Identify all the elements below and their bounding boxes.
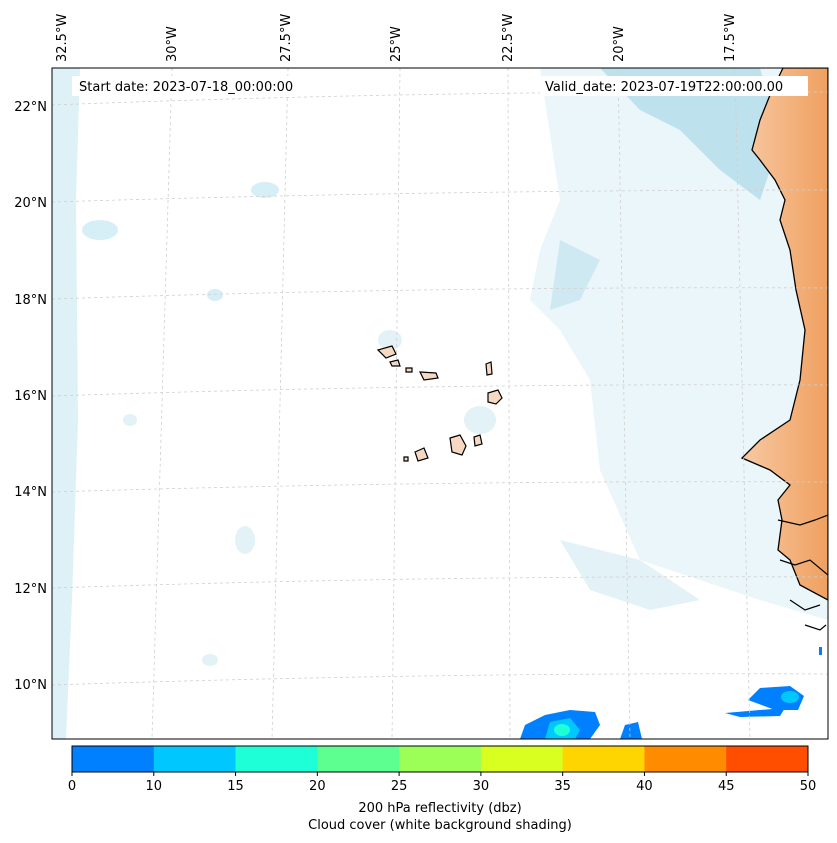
gridlines: [52, 68, 828, 739]
colorbar-segment: [399, 746, 482, 772]
lon-label: 27.5°W: [279, 14, 294, 62]
start-date-box: [72, 76, 314, 96]
colorbar-tick-label: 20: [309, 779, 326, 794]
start-date-label: Start date: 2023-07-18_00:00:00: [79, 80, 293, 95]
lat-label: 16°N: [14, 389, 47, 404]
longitude-labels: 32.5°W 30°W 27.5°W 25°W 22.5°W 20°W 17.5…: [55, 14, 738, 62]
colorbar-segment: [726, 746, 809, 772]
lon-label: 30°W: [165, 26, 180, 62]
colorbar-segment: [235, 746, 318, 772]
colorbar-tick-label: 30: [473, 779, 490, 794]
lat-label: 18°N: [14, 293, 47, 308]
lat-label: 22°N: [14, 100, 47, 115]
africa-landmass: [740, 68, 828, 601]
lon-label: 25°W: [389, 26, 404, 62]
reflectivity-cells: [520, 647, 822, 739]
latitude-labels: 22°N 20°N 18°N 16°N 14°N 12°N 10°N: [14, 100, 47, 693]
colorbar-tick-label: 25: [391, 779, 408, 794]
colorbar-tick-label: 35: [554, 779, 571, 794]
lat-label: 10°N: [14, 678, 47, 693]
colorbar-segment: [562, 746, 645, 772]
colorbar-tick-label: 0: [68, 779, 76, 794]
colorbar-segment: [72, 746, 155, 772]
lat-label: 12°N: [14, 582, 47, 597]
colorbar-segment: [317, 746, 400, 772]
colorbar-segment: [480, 746, 564, 772]
colorbar-label-cloud-cover: Cloud cover (white background shading): [308, 818, 572, 833]
lat-label: 14°N: [14, 485, 47, 500]
colorbar: 0 10 15 20 25 30 35 40 45 50: [68, 745, 817, 794]
colorbar-segment: [644, 746, 727, 772]
colorbar-segment: [153, 746, 237, 772]
lon-label: 32.5°W: [55, 14, 70, 62]
lon-label: 17.5°W: [723, 14, 738, 62]
colorbar-tick-label: 40: [636, 779, 653, 794]
lat-label: 20°N: [14, 196, 47, 211]
colorbar-tick-label: 45: [718, 779, 735, 794]
colorbar-tick-label: 50: [800, 779, 817, 794]
lon-label: 22.5°W: [501, 14, 516, 62]
lon-label: 20°W: [612, 26, 627, 62]
valid-date-label: Valid_date: 2023-07-19T22:00:00.00: [545, 80, 783, 95]
colorbar-tick-label: 15: [227, 779, 244, 794]
cape-verde-islands: [376, 345, 503, 462]
cloud-cover-shading: [52, 68, 828, 739]
valid-date-box: [540, 76, 808, 96]
colorbar-label-reflectivity: 200 hPa reflectivity (dbz): [358, 801, 522, 816]
colorbar-tick-label: 10: [146, 779, 163, 794]
coastline-south: [777, 514, 828, 631]
